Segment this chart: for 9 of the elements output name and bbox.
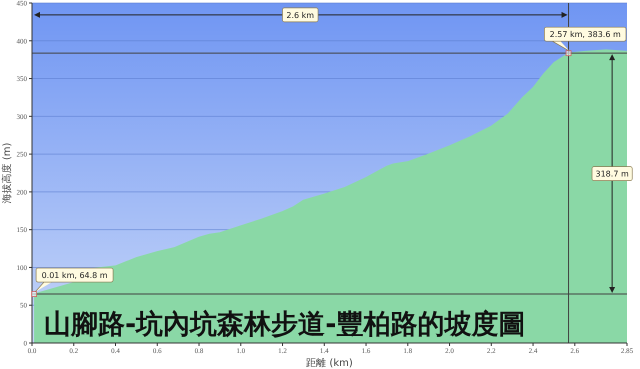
dimension-label: 2.6 km — [282, 8, 318, 22]
annotation: 2.57 km, 383.6 m — [550, 30, 621, 40]
annotation: 0.01 km, 64.8 m — [42, 271, 108, 280]
annotation: 318.7 m — [596, 170, 629, 179]
annotation: 2.6 km — [286, 10, 314, 20]
dimension-label: 318.7 m — [592, 166, 633, 181]
y-axis-title: 海拔高度 (m) — [1, 142, 13, 204]
text: 山腳路-坑內坑森林步道-豐柏路的坡度圖 — [44, 309, 526, 340]
x-axis-title: 距離 (km) — [306, 357, 353, 369]
